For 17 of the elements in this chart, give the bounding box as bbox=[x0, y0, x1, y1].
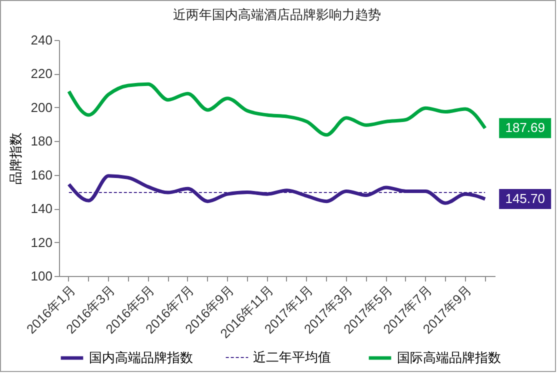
data-label: 187.69 bbox=[505, 120, 545, 136]
legend-label: 国际高端品牌指数 bbox=[397, 350, 501, 365]
legend-label: 国内高端品牌指数 bbox=[89, 350, 193, 365]
chart-title: 近两年国内高端酒店品牌影响力趋势 bbox=[173, 7, 381, 22]
data-label: 145.70 bbox=[505, 190, 545, 206]
y-tick-label: 100 bbox=[30, 268, 52, 284]
y-tick-label: 140 bbox=[30, 201, 52, 216]
y-tick-label: 220 bbox=[30, 66, 52, 82]
y-tick-label: 240 bbox=[30, 32, 52, 48]
y-axis-title: 品牌指数 bbox=[8, 132, 23, 184]
line-series bbox=[67, 174, 487, 205]
line-series bbox=[67, 82, 487, 137]
legend-label: 近二年平均值 bbox=[253, 350, 331, 364]
y-tick-label: 180 bbox=[30, 134, 52, 149]
y-tick-label: 120 bbox=[30, 234, 52, 250]
y-tick-label: 200 bbox=[30, 100, 52, 115]
y-tick-label: 160 bbox=[30, 167, 52, 182]
